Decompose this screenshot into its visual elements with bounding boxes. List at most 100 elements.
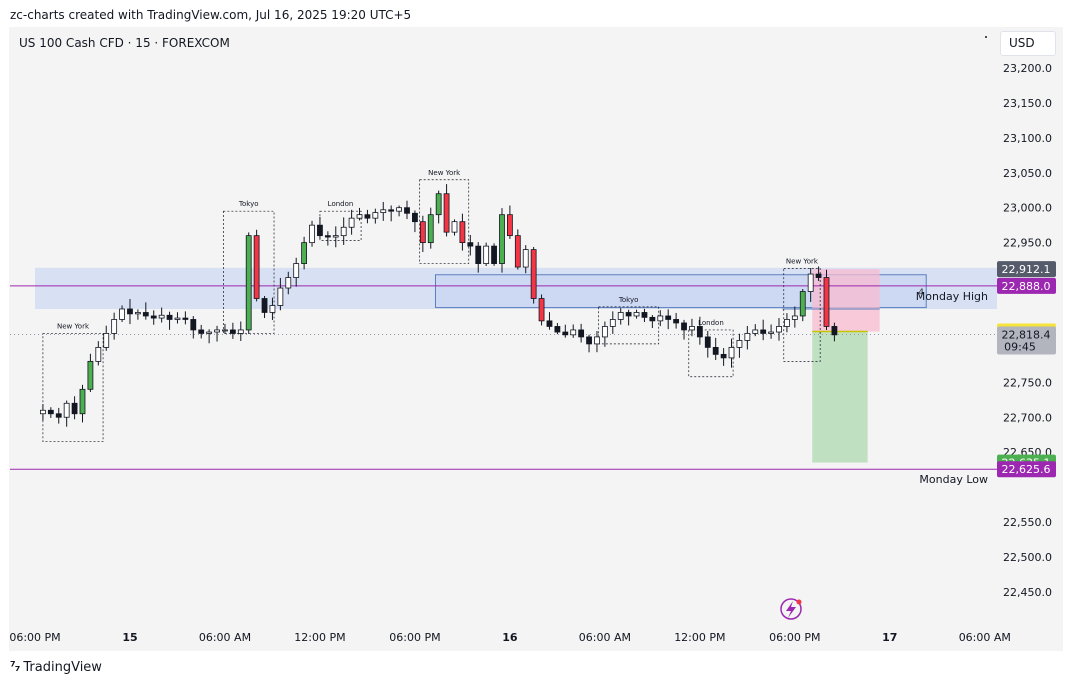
- candle-body: [87, 360, 94, 390]
- y-tick-label: 23,050.0: [1003, 167, 1052, 180]
- candle-body: [332, 235, 339, 238]
- candle-body: [309, 224, 315, 244]
- level-label: Monday Low: [919, 473, 988, 486]
- candle-body: [47, 409, 54, 415]
- y-tick-label: 22,550.0: [1003, 516, 1052, 529]
- candle-body: [301, 242, 308, 264]
- session-box: [688, 329, 734, 378]
- x-tick-label: 06:00 PM: [389, 631, 440, 644]
- x-tick-label: 06:00 AM: [579, 631, 631, 644]
- candle-body: [40, 409, 46, 415]
- footer-brand[interactable]: ⁷₇ TradingView: [10, 660, 102, 675]
- y-tick-label: 23,200.0: [1003, 62, 1052, 75]
- session-box: [42, 333, 104, 443]
- candle-body: [752, 329, 759, 334]
- candle-body: [206, 331, 213, 334]
- candle-body: [324, 235, 331, 238]
- candle-body: [63, 402, 70, 418]
- candle-body: [55, 413, 62, 418]
- candle-body: [594, 336, 600, 345]
- chart-frame[interactable]: [9, 27, 1063, 651]
- session-box: [783, 268, 821, 362]
- candle-body: [641, 312, 648, 318]
- x-tick-label: 16: [502, 631, 518, 644]
- y-tick-label: 22,950.0: [1003, 237, 1052, 250]
- candle-body: [776, 326, 782, 333]
- candle-body: [150, 315, 157, 319]
- candle-body: [79, 388, 86, 415]
- x-tick-label: 12:00 PM: [294, 631, 345, 644]
- session-label: London: [328, 200, 354, 208]
- candle-body: [483, 245, 490, 264]
- candle-body: [491, 245, 497, 264]
- session-box: [419, 179, 470, 264]
- candle-body: [182, 317, 189, 320]
- candle-body: [253, 235, 260, 299]
- price-tag: [997, 277, 1056, 294]
- symbol-title: US 100 Cash CFD · 15 · FOREXCOM: [19, 36, 230, 50]
- candle-body: [419, 221, 426, 244]
- candle-body: [214, 329, 220, 333]
- candle-body: [158, 314, 165, 319]
- zone-label: 4: [918, 288, 924, 298]
- y-tick-label: 22,750.0: [1003, 376, 1052, 389]
- x-tick-label: 12:00 PM: [674, 631, 725, 644]
- candle-body: [689, 326, 695, 331]
- y-tick-label: 23,000.0: [1003, 202, 1052, 215]
- stop-loss-zone: [812, 269, 880, 332]
- candle-body: [396, 207, 402, 212]
- session-label: New York: [786, 257, 819, 265]
- alert-dot-icon: [796, 599, 802, 605]
- candle-body: [229, 329, 236, 334]
- candle-body: [499, 214, 505, 264]
- candle-body: [712, 346, 719, 355]
- candle-body: [799, 291, 806, 317]
- currency-button[interactable]: USD: [1000, 31, 1056, 56]
- candle-body: [784, 319, 790, 327]
- candle-body: [127, 308, 133, 315]
- candle-body: [681, 322, 687, 331]
- candle-body: [142, 312, 149, 317]
- candle-body: [760, 329, 767, 334]
- candle-body: [625, 312, 632, 317]
- footer-brand-label: TradingView: [23, 660, 102, 675]
- session-label: Tokyo: [238, 200, 259, 208]
- candle-body: [744, 333, 751, 341]
- candle-body: [435, 193, 442, 216]
- candle-body: [514, 235, 521, 268]
- candle-body: [530, 249, 537, 299]
- tradingview-logo-icon: ⁷₇: [10, 660, 20, 675]
- candle-body: [736, 340, 743, 348]
- x-tick-label: 06:00 PM: [769, 631, 820, 644]
- candle-body: [348, 217, 355, 228]
- x-tick-label: 15: [122, 631, 137, 644]
- session-box: [319, 210, 362, 241]
- candle-body: [71, 402, 78, 415]
- candle-body: [665, 315, 672, 320]
- session-box: [223, 210, 275, 334]
- candle-body: [570, 329, 577, 336]
- session-label: London: [698, 319, 724, 327]
- candle-body: [601, 326, 608, 338]
- candle-body: [673, 319, 680, 324]
- candle-body: [554, 326, 561, 333]
- candle-body: [190, 319, 197, 331]
- candle-body: [506, 214, 513, 237]
- candle-body: [222, 329, 228, 332]
- candle-body: [103, 333, 110, 348]
- candle-body: [404, 207, 410, 214]
- candle-body: [451, 221, 458, 233]
- candle-body: [443, 193, 450, 233]
- session-label: Tokyo: [618, 296, 639, 304]
- candle-body: [245, 235, 252, 331]
- y-tick-label: 23,150.0: [1003, 97, 1052, 110]
- candle-body: [198, 329, 205, 334]
- price-tag-label: 22,888.0: [1002, 280, 1051, 293]
- candle-body: [285, 277, 292, 289]
- candle-body: [831, 326, 838, 336]
- price-tag-label: 22,625.6: [1002, 463, 1051, 476]
- y-tick-label: 22,700.0: [1003, 411, 1052, 424]
- candle-body: [356, 214, 363, 219]
- candle-body: [633, 312, 640, 317]
